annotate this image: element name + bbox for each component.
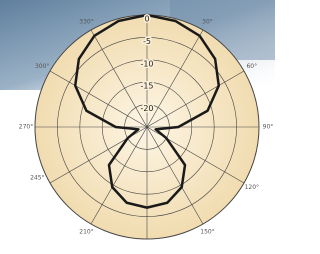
theta-tick-label: 90° xyxy=(263,124,274,131)
r-tick-label: 0 xyxy=(144,15,149,24)
theta-tick-label: 300° xyxy=(35,63,49,70)
theta-tick-label: 270° xyxy=(19,124,33,131)
chart: 0 -5 -10 -15 -20 30° 60° 90° 120° 150° 210° 245° 270… xyxy=(0,0,275,254)
theta-tick-label: 330° xyxy=(79,19,93,26)
r-tick-label: -15 xyxy=(140,82,153,91)
theta-tick-label: 210° xyxy=(79,228,93,235)
theta-tick-label: 150° xyxy=(200,228,214,235)
r-tick-label: -5 xyxy=(143,37,151,46)
r-tick-label: -20 xyxy=(140,104,153,113)
theta-tick-label: 120° xyxy=(245,184,259,191)
theta-tick-label: 245° xyxy=(30,175,44,182)
r-tick-label: -10 xyxy=(140,59,153,68)
theta-tick-label: 30° xyxy=(202,19,213,26)
theta-tick-label: 60° xyxy=(246,63,257,70)
